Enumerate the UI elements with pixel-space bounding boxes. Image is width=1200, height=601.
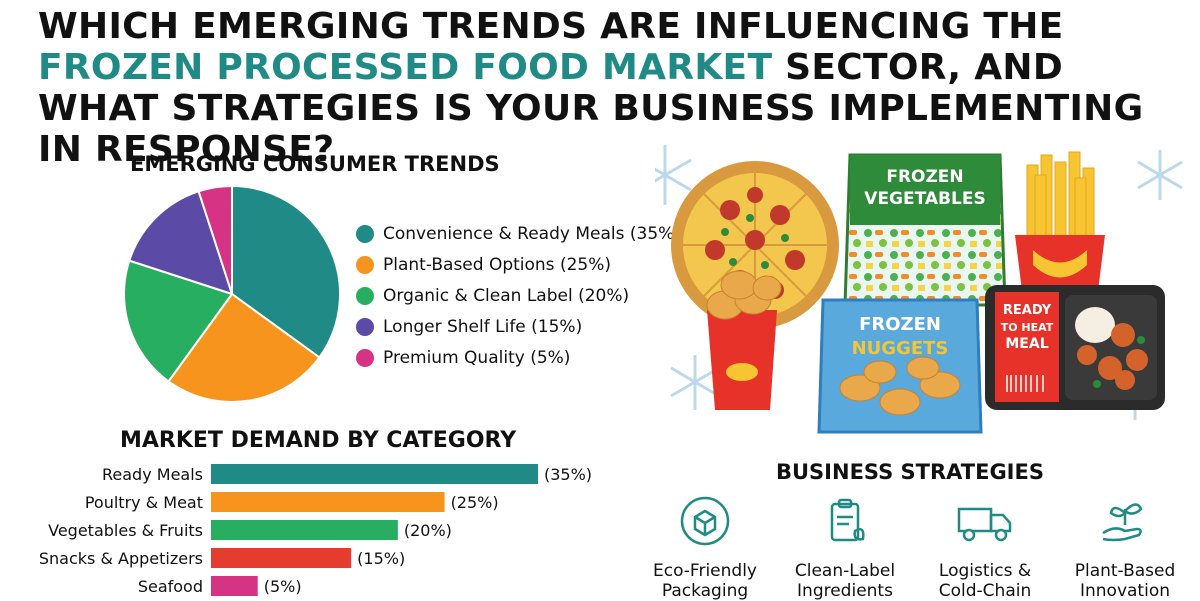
strategy-label-line2: Ingredients — [797, 581, 893, 601]
bar-category-label-4: Seafood — [138, 577, 203, 596]
strategy-label: Logistics & Cold-Chain — [920, 561, 1050, 601]
bar-chart-title: MARKET DEMAND BY CATEGORY — [120, 428, 517, 453]
headline-part-2: SECTOR, AND WHAT STRATEGIES IS YOUR BUSI… — [38, 47, 1144, 170]
legend-swatch — [356, 224, 374, 243]
bar-value-label-4: (5%) — [264, 577, 302, 596]
frozen-nuggets-bag: FROZEN NUGGETS — [817, 298, 983, 434]
strategy-label-line1: Eco-Friendly — [652, 561, 757, 581]
clipboard-leaf-icon — [830, 498, 865, 542]
recycle-box-icon — [680, 496, 730, 546]
strategy-label: Eco-Friendly Packaging — [640, 561, 770, 601]
strategies-title: BUSINESS STRATEGIES — [776, 460, 1044, 484]
pie-chart-title: EMERGING CONSUMER TRENDS — [130, 152, 500, 176]
strategy-logistics: Logistics & Cold-Chain — [920, 495, 1050, 601]
strategies-row: Eco-Friendly Packaging Clean-Label Ingre… — [640, 495, 1200, 601]
strategy-label: Clean-Label Ingredients — [780, 561, 910, 601]
legend-label: Plant-Based Options (25%) — [383, 254, 611, 275]
legend-swatch — [356, 317, 374, 336]
snowflake-icon — [1137, 150, 1183, 200]
strategy-label-line2: Cold-Chain — [938, 581, 1032, 601]
headline-part-1: WHICH EMERGING TRENDS ARE INFLUENCING TH… — [38, 6, 1064, 47]
legend-label: Organic & Clean Label (20%) — [383, 285, 630, 306]
meal-line3: MEAL — [1005, 336, 1048, 352]
veg-bag-line1: FROZEN — [886, 167, 963, 187]
frozen-food-illustration: FROZEN VEGETABLES FROZEN NUGGETS READY T… — [655, 145, 1183, 434]
legend-item-0: Convenience & Ready Meals (35%) — [356, 218, 681, 249]
bar-value-label-3: (15%) — [357, 549, 405, 568]
strategy-plant-based: Plant-Based Innovation — [1060, 495, 1190, 601]
pie-slice-2 — [123, 259, 234, 383]
strategy-clean-label: Clean-Label Ingredients — [780, 495, 910, 601]
bar-0 — [211, 464, 538, 484]
page-headline: WHICH EMERGING TRENDS ARE INFLUENCING TH… — [38, 6, 1178, 170]
pie-slice-0 — [231, 184, 341, 359]
bar-1 — [211, 492, 445, 512]
nuggets-bag-line2: NUGGETS — [852, 338, 949, 359]
snowflake-icon — [655, 145, 692, 205]
bar-value-label-1: (25%) — [451, 493, 499, 512]
bar-category-label-2: Vegetables & Fruits — [48, 521, 203, 540]
strategy-label-line2: Innovation — [1079, 581, 1170, 601]
ready-meal-tray: READY TO HEAT MEAL — [985, 285, 1165, 410]
nuggets-bag-line1: FROZEN — [859, 314, 941, 335]
legend-item-3: Longer Shelf Life (15%) — [356, 311, 681, 342]
hand-sprout-icon — [1102, 503, 1143, 542]
bar-value-label-2: (20%) — [404, 521, 452, 540]
legend-item-1: Plant-Based Options (25%) — [356, 249, 681, 280]
pie-slice-4 — [197, 184, 233, 295]
strategy-label-line2: Packaging — [661, 581, 749, 601]
veg-bag-line2: VEGETABLES — [864, 189, 985, 209]
legend-swatch — [356, 255, 374, 274]
meal-line2: TO HEAT — [1001, 321, 1054, 334]
headline-accent: FROZEN PROCESSED FOOD MARKET — [38, 47, 773, 88]
legend-item-2: Organic & Clean Label (20%) — [356, 280, 681, 311]
nuggets-box — [706, 270, 782, 410]
bar-category-label-0: Ready Meals — [102, 465, 203, 484]
pizza-icon — [671, 161, 839, 329]
consumer-trends-pie-chart — [123, 184, 341, 403]
legend-label: Convenience & Ready Meals (35%) — [383, 223, 681, 244]
strategy-eco-packaging: Eco-Friendly Packaging — [640, 495, 770, 601]
bar-category-label-1: Poultry & Meat — [85, 493, 203, 512]
legend-swatch — [356, 348, 374, 367]
strategy-label-line1: Plant-Based — [1074, 561, 1176, 581]
strategy-label-line1: Logistics & — [938, 561, 1032, 581]
bar-category-label-3: Snacks & Appetizers — [39, 549, 203, 568]
bar-value-label-0: (35%) — [544, 465, 592, 484]
snowflake-icon — [670, 355, 720, 410]
legend-label: Premium Quality (5%) — [383, 347, 571, 368]
strategy-label-line1: Clean-Label — [794, 561, 896, 581]
pie-legend: Convenience & Ready Meals (35%) Plant-Bas… — [356, 218, 681, 373]
legend-label: Longer Shelf Life (15%) — [383, 316, 583, 337]
bar-2 — [211, 520, 398, 540]
delivery-truck-icon — [957, 507, 1012, 542]
meal-line1: READY — [1003, 303, 1052, 318]
legend-swatch — [356, 286, 374, 305]
pie-slice-1 — [167, 292, 321, 403]
bar-4 — [211, 576, 258, 596]
legend-item-4: Premium Quality (5%) — [356, 342, 681, 373]
strategy-label: Plant-Based Innovation — [1060, 561, 1190, 601]
bar-3 — [211, 548, 352, 568]
market-demand-bar-chart: Ready Meals (35%) Poultry & Meat (25%) Veget… — [39, 464, 592, 596]
frozen-vegetables-bag: FROZEN VEGETABLES — [843, 153, 1007, 307]
